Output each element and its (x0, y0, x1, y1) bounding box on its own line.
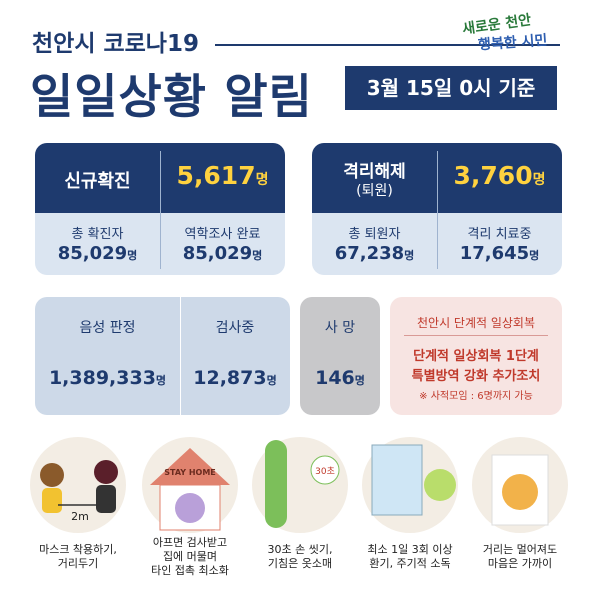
unit: 명 (252, 249, 263, 262)
stat-value: 67,238명 (312, 243, 437, 264)
notice-card: 천안시 단계적 일상회복 단계적 일상회복 1단계 특별방역 강화 추가조치 ※… (390, 297, 562, 415)
value: 17,645 (459, 243, 530, 264)
card-divider (180, 297, 181, 415)
person (40, 463, 64, 487)
character (424, 469, 456, 501)
window (371, 444, 423, 516)
caption-line: 거리두기 (57, 557, 99, 570)
value: 1,389,333 (48, 367, 156, 389)
notice-line: 특별방역 강화 추가조치 (411, 369, 541, 384)
stat-label: 총 확진자 (71, 227, 124, 242)
stat-value: 85,029명 (35, 243, 160, 264)
caption: 최소 1일 3회 이상 환기, 주기적 소독 (350, 543, 470, 571)
caption-line: 마음은 가까이 (487, 557, 553, 570)
unit: 명 (529, 249, 540, 262)
test-label: 음성 판정 (79, 320, 136, 336)
caption-line: 마스크 착용하기, (39, 543, 117, 556)
released-card: 격리해제 (퇴원) 3,760명 총 퇴원자 67,238명 격리 치료중 17… (312, 143, 562, 275)
test-value: 1,389,333명 (35, 367, 180, 389)
roof (150, 448, 230, 485)
card-label: 신규확진 (64, 171, 131, 192)
confirmed-card: 신규확진 5,617명 총 확진자 85,029명 역학조사 완료 85,029… (35, 143, 285, 275)
test-label: 검사중 (215, 320, 255, 336)
unit: 명 (127, 249, 138, 262)
caption: 거리는 멀어져도 마음은 가까이 (460, 543, 580, 571)
notice-title: 천안시 단계적 일상회복 (416, 316, 536, 330)
deaths-label: 사 망 (324, 320, 356, 336)
guideline-icons: 2m STAY HOME 30초 (30, 437, 568, 533)
stat-label: 역학조사 완료 (184, 227, 261, 242)
test-value: 12,873명 (180, 367, 290, 389)
person (42, 488, 62, 513)
caption-line: 환기, 주기적 소독 (369, 557, 451, 570)
value: 12,873 (193, 367, 267, 389)
value: 85,029 (57, 243, 128, 264)
value: 67,238 (334, 243, 405, 264)
stat-label: 격리 치료중 (467, 227, 532, 242)
card-divider (437, 151, 438, 269)
unit: 명 (532, 172, 546, 188)
unit: 명 (404, 249, 415, 262)
caption: 30초 손 씻기, 기침은 옷소매 (240, 543, 360, 571)
value: 5,617 (176, 161, 256, 190)
unit: 명 (155, 374, 167, 387)
caption-line: 아프면 검사받고 (152, 536, 228, 549)
value: 3,760 (453, 161, 533, 190)
person (175, 493, 205, 523)
value: 85,029 (182, 243, 253, 264)
stat-value: 85,029명 (160, 243, 285, 264)
unit: 명 (266, 374, 277, 387)
character (265, 440, 287, 528)
title: 일일상황 알림 (30, 70, 313, 125)
icon-text: 30초 (315, 466, 335, 477)
unit: 명 (354, 374, 365, 387)
caption-line: 집에 머물며 (162, 550, 218, 563)
card-label: 격리해제 (343, 162, 406, 182)
person (96, 485, 116, 513)
caption-line: 거리는 멀어져도 (482, 543, 558, 556)
caption-line: 30초 손 씻기, (267, 543, 333, 556)
icon-text: STAY HOME (164, 468, 216, 477)
character (502, 474, 538, 510)
card-value: 3,760명 (437, 161, 562, 190)
logo-line: 행복한 시민 (477, 32, 548, 54)
notice-rule (404, 335, 548, 336)
caption-line: 최소 1일 3회 이상 (367, 543, 453, 556)
deaths-value: 146명 (300, 367, 380, 389)
subtitle: 천안시 코로나19 (32, 31, 199, 57)
date-badge: 3월 15일 0시 기준 (345, 66, 557, 110)
deaths-card: 사 망 146명 (300, 297, 380, 415)
caption: 마스크 착용하기, 거리두기 (18, 543, 138, 571)
notice-line: 단계적 일상회복 1단계 (413, 349, 539, 364)
bubble (310, 455, 340, 485)
card-divider (160, 151, 161, 269)
stat-value: 17,645명 (437, 243, 562, 264)
stat-label: 총 퇴원자 (348, 227, 401, 242)
caption-line: 기침은 옷소매 (267, 557, 333, 570)
person (94, 460, 118, 484)
icon-text: 2m (71, 510, 89, 523)
unit: 명 (255, 172, 269, 188)
caption-line: 타인 접촉 최소화 (151, 564, 229, 577)
card-value: 5,617명 (160, 161, 285, 190)
notice-note: ※ 사적모임 : 6명까지 가능 (419, 391, 533, 402)
caption: 아프면 검사받고 집에 머물며 타인 접촉 최소화 (130, 536, 250, 578)
divider (215, 44, 560, 46)
value: 146 (315, 367, 355, 389)
card-sublabel: (퇴원) (356, 183, 393, 199)
tests-card: 음성 판정 1,389,333명 검사중 12,873명 (35, 297, 290, 415)
